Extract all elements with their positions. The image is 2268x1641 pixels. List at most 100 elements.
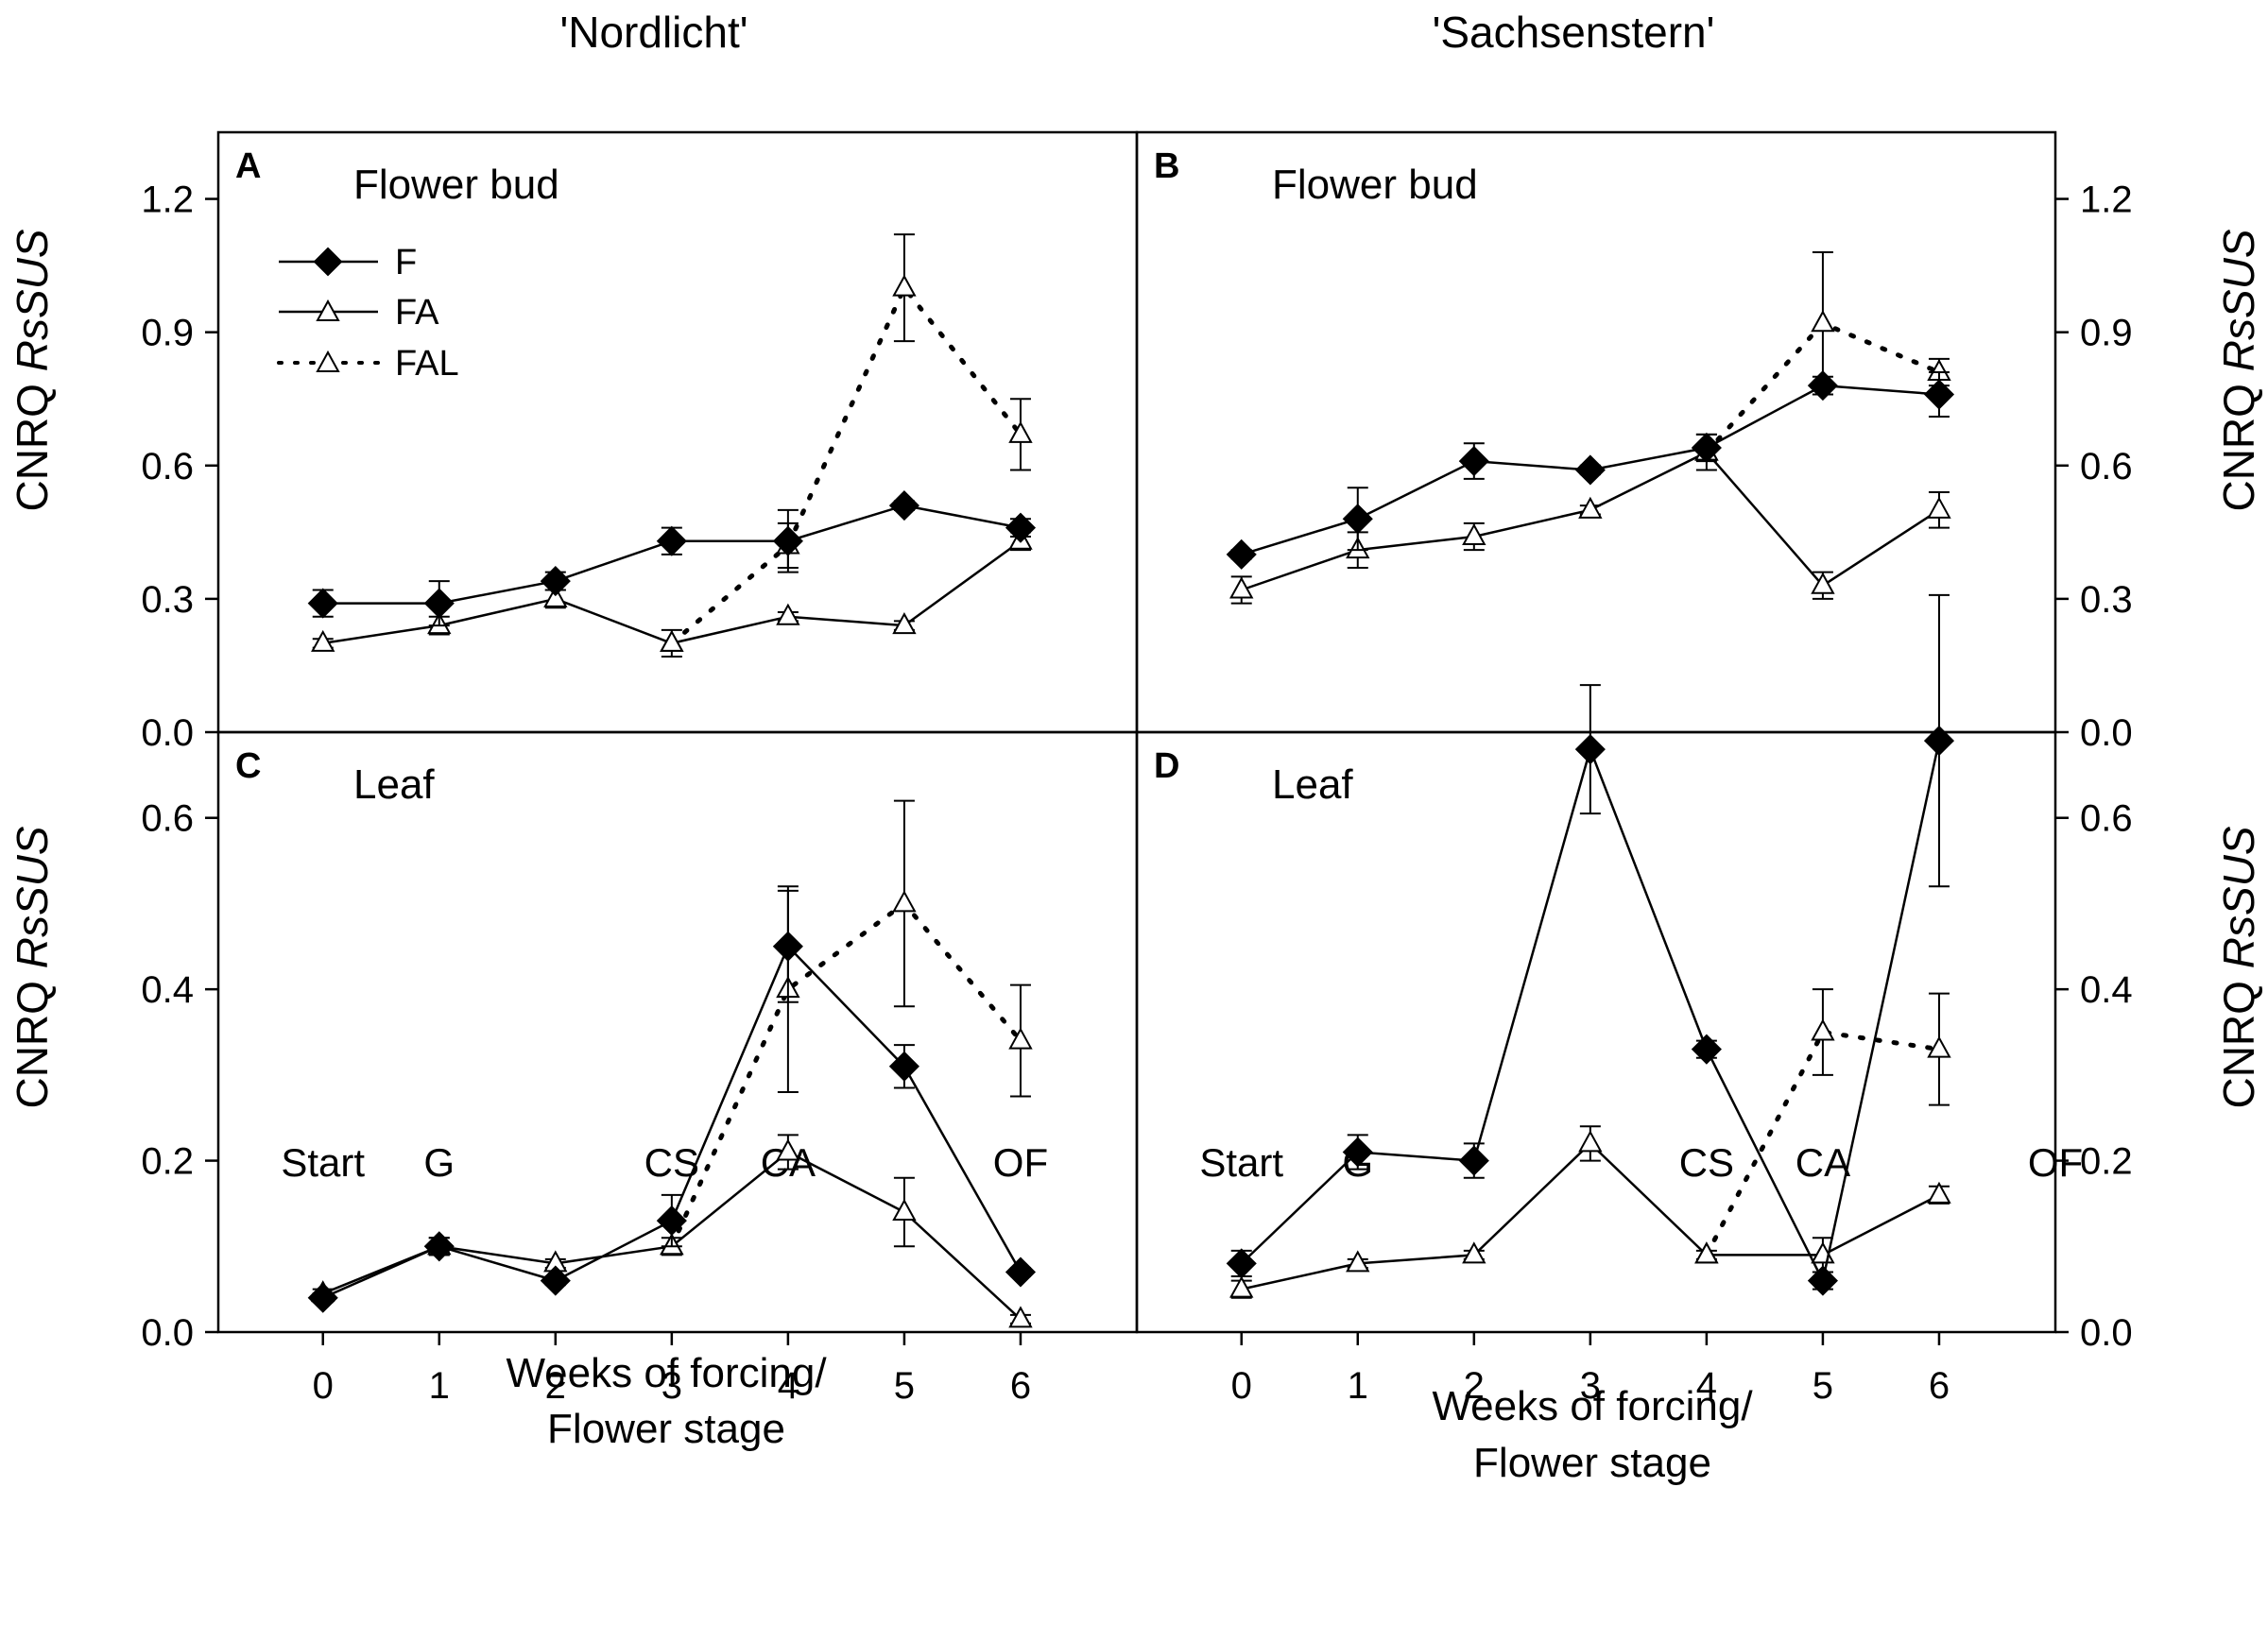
panel-d-series-fa-point: [1694, 1241, 1719, 1264]
panel-a-label: A: [235, 146, 261, 186]
legend-label-f: F: [395, 243, 417, 282]
panel-c-series-f-point: [656, 1205, 687, 1237]
panel-d-series-fa-point: [1927, 1181, 1951, 1204]
panel-a-stage-label: G: [423, 1140, 455, 1185]
panel-c-xtick-label: 6: [1010, 1365, 1031, 1407]
ylabel-top-right: CNRQ RsSUS: [2214, 229, 2263, 511]
panel-d-label: D: [1154, 746, 1179, 786]
panel-b-series-fa-point: [1927, 496, 1951, 519]
panel-b-stage-label: CS: [1679, 1140, 1734, 1185]
panel-d-xtick-label: 2: [1464, 1365, 1485, 1407]
xtitle-right-line1: Weeks of forcing/: [1432, 1383, 1753, 1429]
panel-a-series-fal-line: [669, 282, 1023, 646]
legend-marker-fal: [316, 350, 340, 372]
panel-d-ytick-label: 0.0: [2080, 1312, 2133, 1354]
panel-d-series-fal-point: [1811, 1018, 1835, 1041]
panel-d-ytick-label: 0.4: [2080, 969, 2133, 1011]
panel-d-series-fal-point: [1927, 1035, 1951, 1058]
panel-a-series-f-point: [540, 566, 571, 597]
panel-b-ytick-label: 0.3: [2080, 579, 2133, 621]
panel-b-ytick-label: 0.6: [2080, 446, 2133, 487]
panel-b-stage-label: CA: [1796, 1140, 1850, 1185]
panel-b-series-fal-point: [1811, 310, 1835, 333]
panel-b-series-fa-point: [1811, 572, 1835, 594]
panel-c-subtitle: Leaf: [353, 761, 435, 808]
panel-d-series-f-point: [1807, 1265, 1838, 1296]
panel-d-series-f-point: [1923, 726, 1955, 757]
panel-c-series-f-point: [423, 1231, 455, 1262]
panel-c-series-fa-point: [776, 1138, 800, 1161]
panel-b-series-f-point: [1807, 370, 1838, 402]
panel-b-series-f-point: [1342, 504, 1373, 535]
panel-d-series-f-point: [1574, 734, 1606, 765]
ylabel-bottom-right: CNRQ RsSUS: [2214, 826, 2263, 1108]
legend-label-fal: FAL: [395, 344, 459, 384]
panel-b-series-f-point: [1458, 446, 1489, 477]
panel-d-frame: [1135, 730, 2057, 1334]
panel-d-series-fa-point: [1229, 1275, 1254, 1298]
panel-a-ytick-label: 0.3: [141, 579, 194, 621]
panel-d-xtick-label: 4: [1696, 1365, 1717, 1407]
panel-b-series-f-point: [1923, 379, 1955, 410]
panel-c-ytick-label: 0.6: [141, 798, 194, 840]
panel-d-xtick-label: 3: [1580, 1365, 1601, 1407]
panel-a-ytick-label: 0.6: [141, 446, 194, 487]
panel-a-ytick-label: 0.0: [141, 712, 194, 754]
panel-c-xtick-label: 2: [545, 1365, 566, 1407]
panels: 0.0 0.3 0.6 0.9 1.2 Start G CS CA OF A Flower bud 0.…: [141, 130, 2133, 1407]
panel-b-series-fa-point: [1462, 522, 1486, 546]
panel-b-label: B: [1154, 146, 1179, 186]
panel-a-series-fa-point: [892, 612, 917, 635]
panel-a-stage-label: Start: [281, 1140, 365, 1185]
panel-a-series-fa-line: [322, 539, 1022, 645]
panel-a-series-fa-point: [543, 585, 568, 607]
panel-c-series-fal-point: [892, 890, 917, 913]
panel-d-series-fa-point: [1346, 1250, 1370, 1273]
panel-d-xtick-label: 5: [1813, 1365, 1833, 1407]
panel-b-series-f-point: [1226, 538, 1257, 570]
panel-c-xtick-label: 1: [429, 1365, 450, 1407]
panel-d-series-fal-line: [1704, 1029, 1942, 1257]
legend-marker-f: [313, 247, 343, 277]
panel-b-series-fa-point: [1578, 496, 1603, 519]
panel-d-series-f-point: [1458, 1145, 1489, 1176]
legend-item-fa: FA: [279, 293, 439, 333]
panel-b-stage-label: Start: [1199, 1140, 1283, 1185]
panel-b-ytick-label: 0.0: [2080, 712, 2133, 754]
legend: F FA FAL: [277, 243, 459, 384]
title-nordlicht: 'Nordlicht': [559, 8, 747, 57]
panel-a-series-f-point: [423, 588, 455, 619]
panel-d-ytick-label: 0.6: [2080, 798, 2133, 840]
legend-item-f: F: [279, 243, 417, 282]
panel-c-label: C: [235, 746, 261, 786]
panel-c-xtick-label: 5: [894, 1365, 915, 1407]
panel-c-series-f-point: [888, 1051, 919, 1082]
legend-label-fa: FA: [395, 293, 439, 333]
panel-a-series-fal-point: [1008, 420, 1033, 443]
panel-b-series-f-point: [1691, 432, 1722, 464]
panel-d-xtick-label: 0: [1231, 1365, 1252, 1407]
panel-a-series-f-point: [656, 525, 687, 556]
panel-d: 0.0 0.2 0.4 0.6 0 1 2 3 4 5 6 D Leaf: [1135, 593, 2133, 1407]
panel-d-xtick-label: 6: [1929, 1365, 1950, 1407]
legend-marker-fa: [316, 299, 340, 321]
ylabel-bottom-left: CNRQ RsSUS: [8, 826, 57, 1108]
panel-c: 0.0 0.2 0.4 0.6 0 1 2 3 4 5 6 C Leaf: [141, 730, 1139, 1407]
panel-d-subtitle: Leaf: [1272, 761, 1353, 808]
panel-b-subtitle: Flower bud: [1272, 162, 1478, 208]
panel-c-ytick-label: 0.0: [141, 1312, 194, 1354]
panel-d-ytick-label: 0.2: [2080, 1141, 2133, 1183]
panel-c-series-f-point: [772, 931, 803, 962]
panel-a-series-f-point: [772, 525, 803, 556]
panel-c-series-fa-point: [1008, 1306, 1033, 1328]
panel-c-series-fa-point: [892, 1198, 917, 1221]
panel-d-series-f-line: [1240, 740, 1941, 1285]
panel-a-ytick-label: 0.9: [141, 313, 194, 354]
panel-c-xtick-label: 4: [778, 1365, 799, 1407]
panel-a-series-f-point: [888, 490, 919, 521]
panel-c-series-f-point: [540, 1265, 571, 1296]
ylabel-top-left: CNRQ RsSUS: [8, 229, 57, 511]
panel-c-xtick-label: 0: [313, 1365, 334, 1407]
